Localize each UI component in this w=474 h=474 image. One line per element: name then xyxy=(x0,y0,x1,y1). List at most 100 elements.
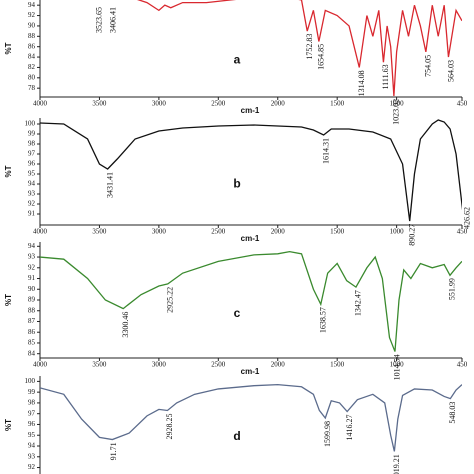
y-tick-label: 92 xyxy=(28,463,36,471)
y-tick-label: 91 xyxy=(28,274,36,282)
panel-label: d xyxy=(233,429,240,443)
peak-label: 1314.08 xyxy=(357,70,366,96)
x-tick-label: 2500 xyxy=(211,228,226,236)
peak-label: 551.99 xyxy=(448,278,457,300)
x-tick-label: 3500 xyxy=(92,361,107,369)
x-tick-label: 4000 xyxy=(33,100,48,108)
x-tick-label: 1500 xyxy=(330,100,345,108)
peak-label: 890.27 xyxy=(407,224,416,246)
peak-label: 1342.47 xyxy=(354,290,363,316)
x-tick-label: 2000 xyxy=(271,228,286,236)
y-tick-label: 94 xyxy=(28,442,36,450)
x-tick-label: 1500 xyxy=(330,228,345,236)
x-tick-label: 3000 xyxy=(152,228,167,236)
peak-label: 1638.57 xyxy=(319,307,328,333)
spectrum-line xyxy=(136,0,462,97)
y-tick-label: 95 xyxy=(28,170,36,178)
panel: 94 92 90 88 86 84 82 80 78 4000 3500 3000 2500 2000 15… xyxy=(4,0,468,125)
x-tick-label: 1000 xyxy=(390,100,405,108)
peak-label: 1023.02 xyxy=(392,99,401,125)
x-tick-label: 3500 xyxy=(92,228,107,236)
y-tick-label: 84 xyxy=(28,53,36,61)
peak-label: 3406.41 xyxy=(108,7,117,33)
panel-label: b xyxy=(233,177,240,191)
peak-label: 1752.83 xyxy=(305,34,314,60)
y-tick-label: 94 xyxy=(28,180,36,188)
peak-label: 2925.22 xyxy=(166,287,175,313)
y-tick-label: 92 xyxy=(28,263,36,271)
y-tick-label: 97 xyxy=(28,409,36,417)
y-tick-label: 100 xyxy=(25,377,36,385)
x-tick-label: 1000 xyxy=(390,361,405,369)
y-tick-label: 92 xyxy=(28,11,36,19)
spectrum-line xyxy=(40,383,462,452)
peak-label: 3523.65 xyxy=(94,7,103,33)
y-tick-label: 96 xyxy=(28,420,36,428)
panel-label: a xyxy=(234,52,241,66)
y-tick-label: 100 xyxy=(25,120,36,128)
x-tick-label: 2000 xyxy=(271,100,286,108)
y-axis-label: %T xyxy=(4,294,13,306)
y-tick-label: 82 xyxy=(28,63,36,71)
y-axis-label: %T xyxy=(4,42,13,54)
y-tick-label: 88 xyxy=(28,32,36,40)
peak-label: 3431.41 xyxy=(105,172,114,198)
x-tick-label: 2000 xyxy=(271,361,286,369)
peak-label: 91.71 xyxy=(109,442,118,460)
y-tick-label: 86 xyxy=(28,328,36,336)
x-axis-label: cm-1 xyxy=(241,106,260,115)
y-tick-label: 91 xyxy=(28,210,36,218)
y-tick-label: 93 xyxy=(28,190,36,198)
y-tick-label: 78 xyxy=(28,84,36,92)
peak-label: 1614.31 xyxy=(321,138,330,164)
panel: 100 99 98 97 96 95 94 93 92 %T d 91.71 2928.25 1599.9… xyxy=(4,376,462,474)
peak-label: 426.62 xyxy=(463,207,472,229)
x-axis-label: cm-1 xyxy=(241,367,260,376)
peak-label: 548.03 xyxy=(448,402,457,424)
x-tick-label: 3000 xyxy=(152,361,167,369)
panel-label: c xyxy=(234,306,241,320)
y-tick-label: 84 xyxy=(28,349,36,357)
y-tick-label: 93 xyxy=(28,253,36,261)
y-tick-label: 88 xyxy=(28,306,36,314)
peak-label: 1599.98 xyxy=(323,421,332,447)
y-tick-label: 96 xyxy=(28,160,36,168)
y-tick-label: 95 xyxy=(28,431,36,439)
y-tick-label: 93 xyxy=(28,452,36,460)
x-tick-label: 4000 xyxy=(33,361,48,369)
peak-label: 1014.54 xyxy=(393,354,402,380)
y-axis-label: %T xyxy=(4,419,13,431)
peak-label: 1654.85 xyxy=(317,44,326,70)
y-tick-label: 99 xyxy=(28,130,36,138)
y-tick-label: 98 xyxy=(28,140,36,148)
x-tick-label: 3500 xyxy=(92,100,107,108)
y-tick-label: 89 xyxy=(28,296,36,304)
y-tick-label: 90 xyxy=(28,285,36,293)
y-tick-label: 98 xyxy=(28,399,36,407)
y-tick-label: 97 xyxy=(28,150,36,158)
spectrum-line xyxy=(40,119,462,222)
peak-label: 3300.46 xyxy=(121,312,130,338)
peak-label: 1416.27 xyxy=(345,415,354,441)
y-tick-label: 86 xyxy=(28,42,36,50)
peak-label: 1111.63 xyxy=(381,64,390,89)
peak-label: 2928.25 xyxy=(165,413,174,439)
y-tick-label: 80 xyxy=(28,73,36,81)
y-tick-label: 99 xyxy=(28,388,36,396)
peak-label: 754.05 xyxy=(424,55,433,77)
y-tick-label: 85 xyxy=(28,339,36,347)
x-tick-label: 3000 xyxy=(152,100,167,108)
x-axis-label: cm-1 xyxy=(241,234,260,243)
x-tick-label: 450 xyxy=(457,100,468,108)
spectrum-line xyxy=(40,251,462,352)
x-tick-label: 450 xyxy=(457,361,468,369)
peak-label: 1019.21 xyxy=(392,454,401,474)
x-tick-label: 4000 xyxy=(33,228,48,236)
panel: 94 93 92 91 90 89 88 87 86 85 84 4000 3500 3000 2500 20… xyxy=(4,242,468,380)
panel: 100 99 98 97 96 95 94 93 92 91 4000 3500 3000 2500 200… xyxy=(4,118,472,246)
y-tick-label: 94 xyxy=(28,242,36,250)
y-tick-label: 92 xyxy=(28,200,36,208)
x-tick-label: 1500 xyxy=(330,361,345,369)
y-axis-label: %T xyxy=(4,165,13,177)
